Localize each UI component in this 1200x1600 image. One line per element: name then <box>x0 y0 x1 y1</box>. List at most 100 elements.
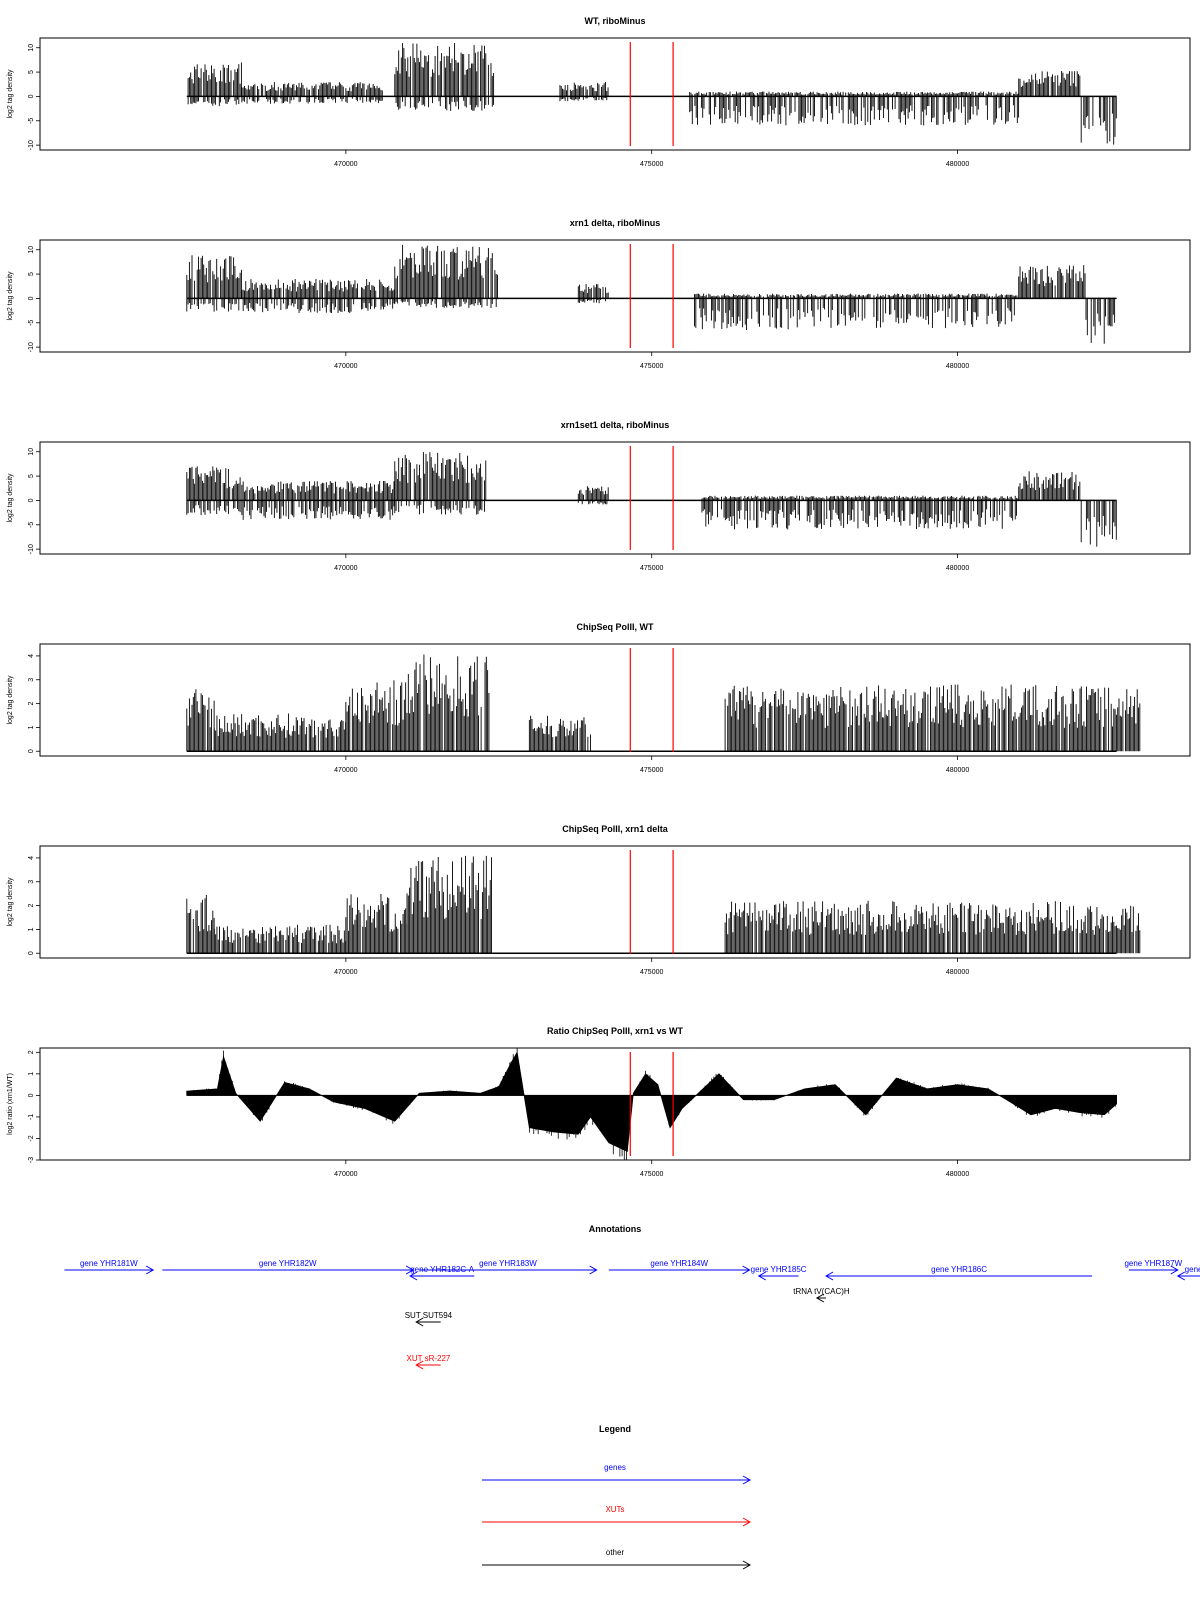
legend-item-other: other <box>482 1548 752 1570</box>
annotation-feature: XUT sR-227 <box>406 1354 451 1370</box>
annotation-arrow-head <box>415 1360 424 1370</box>
y-tick-label: -5 <box>28 118 35 124</box>
annotation-feature: gene YHR185C <box>751 1265 807 1281</box>
plot-frame <box>39 239 1191 353</box>
annotation-feature: gene YHR181W <box>64 1259 155 1275</box>
annotation-label: gene YHR181W <box>80 1259 138 1268</box>
chart-panel-4: ChipSeq PolII, xrn1 delta 0 1 2 3 4 log2 tag d… <box>7 824 1191 976</box>
chart-title: ChipSeq PolII, WT <box>577 622 654 632</box>
x-tick-label: 480000 <box>946 969 969 976</box>
annotation-arrow-head <box>757 1271 766 1281</box>
y-tick-label: -10 <box>28 342 35 352</box>
y-tick-label: -5 <box>28 522 35 528</box>
annotation-feature: SUT SUT594 <box>405 1311 453 1327</box>
x-tick-label: 480000 <box>946 1171 969 1178</box>
y-axis-label: log2 tag density <box>7 69 14 119</box>
density-bars <box>186 855 1141 954</box>
annotation-feature: gene YHR182C-A <box>409 1265 475 1281</box>
x-tick-label: 470000 <box>334 363 357 370</box>
annotations-track: Annotations gene YHR181W gene YHR182W gene … <box>64 1224 1200 1370</box>
legend-label: other <box>606 1548 625 1557</box>
legend-item-genes: genes <box>482 1463 752 1485</box>
ratio-area <box>186 1051 1117 1152</box>
x-tick-label: 480000 <box>946 565 969 572</box>
x-tick-label: 475000 <box>640 565 663 572</box>
density-bars <box>187 43 1117 145</box>
chart-title: xrn1 delta, riboMinus <box>570 218 661 228</box>
x-tick-label: 475000 <box>640 161 663 168</box>
y-tick-label: 2 <box>28 702 35 706</box>
chart-panel-1: xrn1 delta, riboMinus -10 -5 0 5 10 log2 tag d… <box>7 218 1191 370</box>
y-tick-label: 1 <box>28 927 35 931</box>
y-tick-label: 3 <box>28 678 35 682</box>
x-tick-label: 480000 <box>946 767 969 774</box>
chart-panel-3: ChipSeq PolII, WT 0 1 2 3 4 log2 tag density 47… <box>7 622 1191 774</box>
y-tick-label: -1 <box>28 1114 35 1120</box>
annotation-feature: gene YHR182W <box>162 1259 415 1275</box>
y-tick-label: 1 <box>28 725 35 729</box>
chart-title: ChipSeq PolII, xrn1 delta <box>562 824 669 834</box>
plot-frame <box>39 441 1191 555</box>
x-tick-label: 475000 <box>640 767 663 774</box>
annotation-arrow-head <box>415 1317 424 1327</box>
annotation-feature: tRNA tV(CAC)H <box>793 1287 850 1303</box>
annotation-arrow-head <box>1176 1271 1186 1281</box>
annotation-arrow-head <box>815 1293 825 1303</box>
legend-arrow-head <box>742 1560 752 1570</box>
annotation-feature: gene YHR1 <box>1176 1265 1200 1281</box>
legend-item-xuts: XUTs <box>482 1505 752 1527</box>
y-tick-label: 10 <box>28 246 35 254</box>
x-tick-label: 470000 <box>334 1171 357 1178</box>
annotation-arrow-head <box>409 1271 418 1281</box>
chart-title: Ratio ChipSeq PolII, xrn1 vs WT <box>547 1026 684 1036</box>
plot-frame <box>39 845 1191 959</box>
y-tick-label: 10 <box>28 44 35 52</box>
density-bars <box>186 244 1116 344</box>
legend-label: genes <box>604 1463 626 1472</box>
y-axis-label: log2 tag density <box>7 877 14 927</box>
y-axis-label: log2 ratio (xrn1/WT) <box>7 1073 14 1135</box>
y-axis-label: log2 tag density <box>7 271 14 321</box>
annotation-label: gene YHR185C <box>751 1265 807 1274</box>
chart-panel-2: xrn1set1 delta, riboMinus -10 -5 0 5 10 log2 t… <box>7 420 1191 572</box>
annotation-arrow-head <box>825 1271 834 1281</box>
legend-title: Legend <box>599 1424 631 1434</box>
y-tick-label: 4 <box>28 654 35 658</box>
annotation-label: XUT sR-227 <box>406 1354 450 1363</box>
y-tick-label: 0 <box>28 1093 35 1097</box>
ratio-jitter <box>186 1048 1116 1160</box>
y-tick-label: 5 <box>28 474 35 478</box>
legend: Legend genes XUTs other <box>482 1424 752 1570</box>
plot-frame <box>39 643 1191 757</box>
x-tick-label: 480000 <box>946 363 969 370</box>
y-tick-label: 2 <box>28 1050 35 1054</box>
y-tick-label: 2 <box>28 904 35 908</box>
y-tick-label: -2 <box>28 1135 35 1141</box>
annotation-label: gene YHR183W <box>479 1259 537 1268</box>
annotation-label: gene YHR1 <box>1185 1265 1200 1274</box>
annotation-arrow-head <box>742 1265 751 1275</box>
annotation-label: gene YHR187W <box>1124 1259 1182 1268</box>
x-tick-label: 470000 <box>334 767 357 774</box>
y-axis-label: log2 tag density <box>7 473 14 523</box>
y-tick-label: 5 <box>28 70 35 74</box>
legend-arrow-head <box>742 1517 752 1527</box>
annotation-label: gene YHR182W <box>259 1259 317 1268</box>
plot-frame <box>39 1047 1191 1161</box>
y-tick-label: 0 <box>28 94 35 98</box>
y-tick-label: 0 <box>28 498 35 502</box>
annotation-feature: gene YHR187W <box>1124 1259 1183 1275</box>
y-tick-label: 0 <box>28 749 35 753</box>
annotation-label: tRNA tV(CAC)H <box>793 1287 850 1296</box>
y-tick-label: 5 <box>28 272 35 276</box>
x-tick-label: 475000 <box>640 363 663 370</box>
annotation-arrow-head <box>1170 1265 1179 1275</box>
y-tick-label: 4 <box>28 856 35 860</box>
chart-panel-0: WT, riboMinus -10 -5 0 5 10 log2 tag density 47… <box>7 16 1191 168</box>
y-tick-label: 0 <box>28 951 35 955</box>
annotation-label: gene YHR184W <box>650 1259 708 1268</box>
annotation-arrow-head <box>405 1265 415 1275</box>
y-tick-label: 0 <box>28 296 35 300</box>
annotation-feature: gene YHR183W <box>419 1259 598 1275</box>
